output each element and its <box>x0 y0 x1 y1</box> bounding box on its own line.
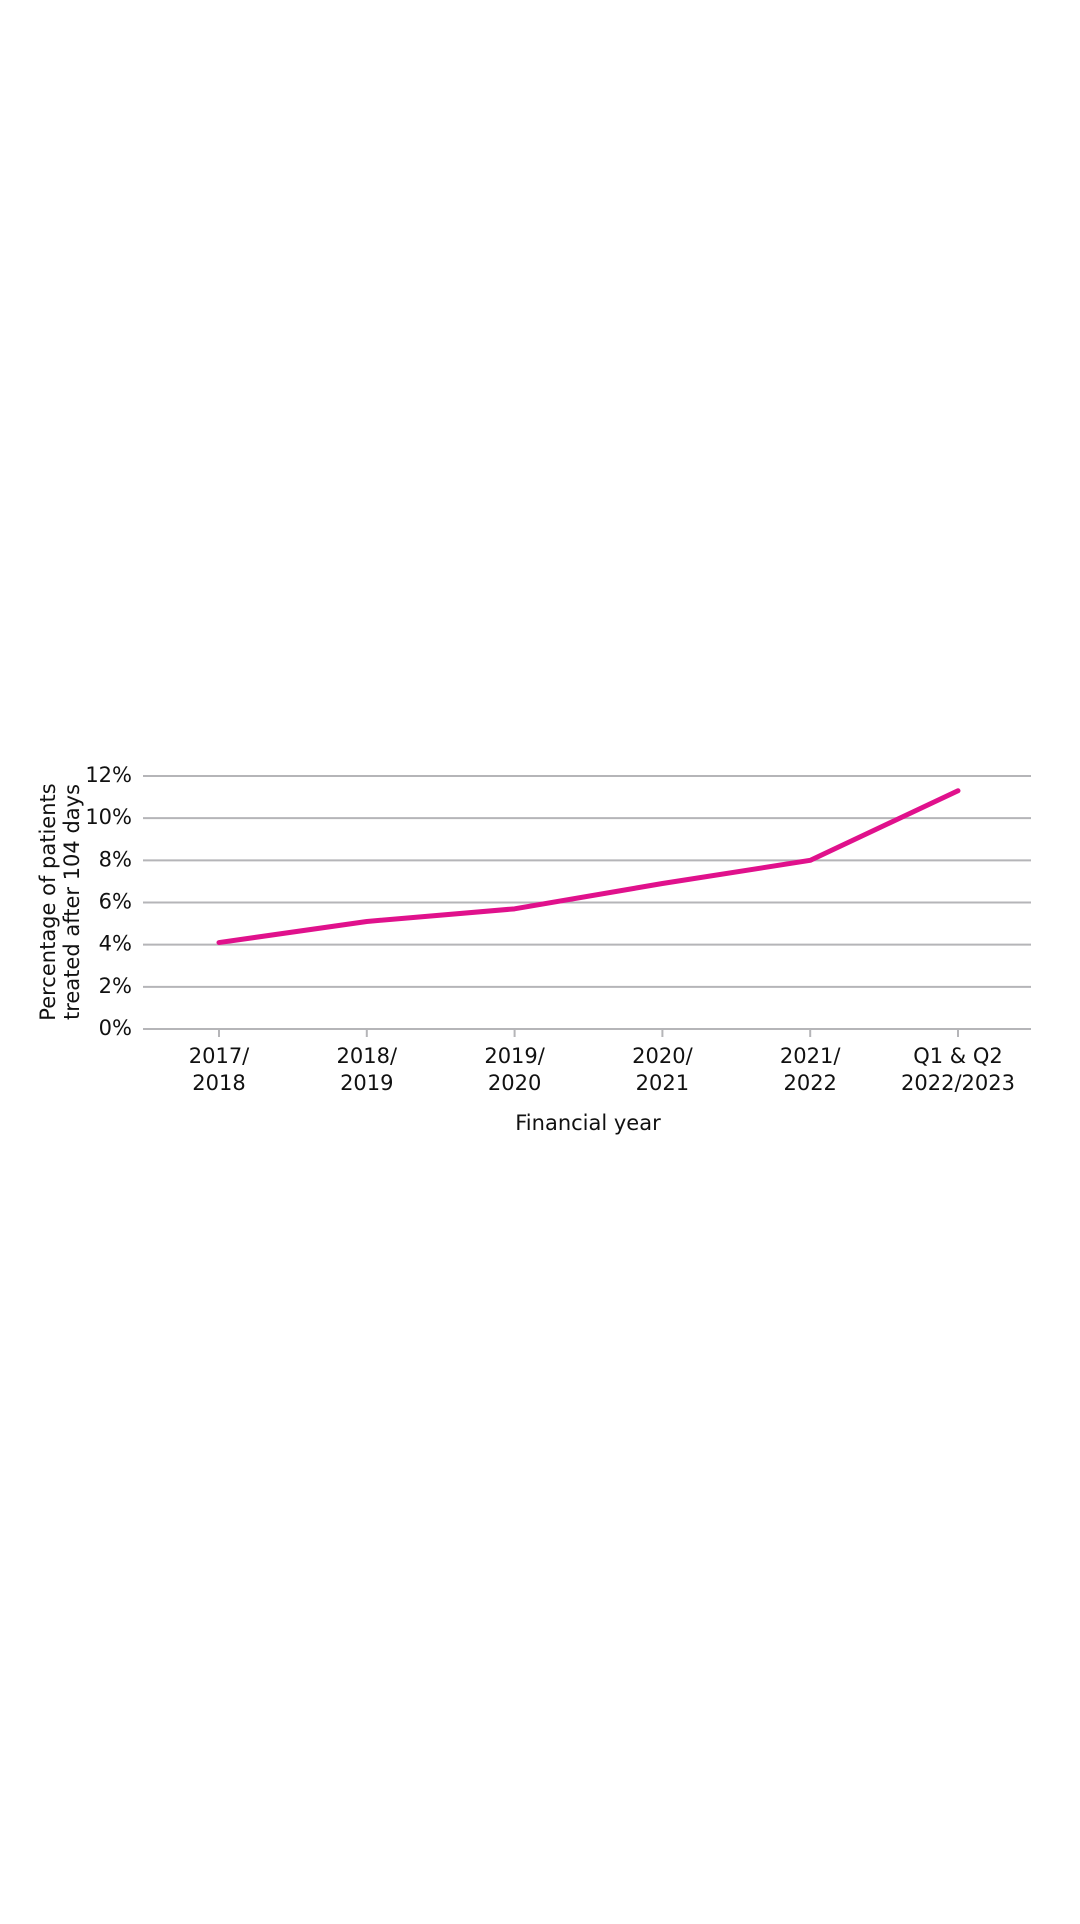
x-tick-label: 2019 <box>340 1071 393 1095</box>
y-axis-label-line: Percentage of patients <box>36 783 60 1020</box>
x-tick-label: 2020/ <box>632 1044 693 1068</box>
y-tick-label: 4% <box>99 932 132 956</box>
x-tick-label: 2021/ <box>780 1044 841 1068</box>
line <box>216 788 961 946</box>
x-tick-label: 2021 <box>636 1071 689 1095</box>
x-tick-label: 2017/ <box>189 1044 250 1068</box>
x-tick-label: Q1 & Q2 <box>913 1044 1003 1068</box>
y-axis-label: Percentage of patients treated after 104… <box>36 783 84 1020</box>
x-tick-label: 2022/2023 <box>901 1071 1015 1095</box>
y-axis-label-line: treated after 104 days <box>60 784 84 1020</box>
x-tick-label: 2022 <box>783 1071 836 1095</box>
x-tick-label: 2019/ <box>484 1044 545 1068</box>
y-tick-label: 10% <box>85 805 132 829</box>
x-tick-label: 2020 <box>488 1071 541 1095</box>
x-tick-label: 2018/ <box>337 1044 398 1068</box>
y-tick-label: 2% <box>99 974 132 998</box>
y-tick-label: 0% <box>99 1016 132 1040</box>
y-tick-label: 12% <box>85 763 132 787</box>
y-tick-label: 6% <box>99 890 132 914</box>
y-tick-label: 8% <box>99 847 132 871</box>
x-tick-label: 2018 <box>192 1071 245 1095</box>
x-axis-label: Financial year <box>515 1111 661 1135</box>
